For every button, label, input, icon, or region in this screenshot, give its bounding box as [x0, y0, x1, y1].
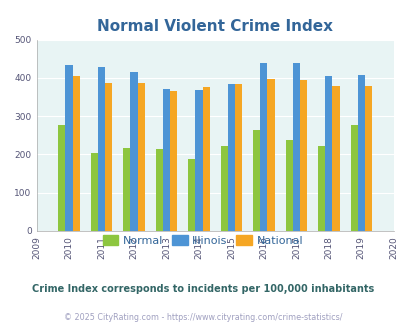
Bar: [123, 148, 130, 231]
Bar: [253, 130, 260, 231]
Legend: Normal, Illinois, National: Normal, Illinois, National: [98, 231, 307, 250]
Bar: [364, 86, 371, 231]
Bar: [292, 63, 299, 231]
Bar: [350, 125, 357, 231]
Bar: [324, 76, 332, 231]
Bar: [91, 152, 98, 231]
Bar: [170, 91, 177, 231]
Text: Crime Index corresponds to incidents per 100,000 inhabitants: Crime Index corresponds to incidents per…: [32, 284, 373, 294]
Bar: [58, 125, 65, 231]
Bar: [299, 80, 306, 231]
Bar: [202, 87, 209, 231]
Bar: [162, 88, 170, 231]
Bar: [72, 76, 79, 231]
Bar: [357, 75, 364, 231]
Bar: [260, 63, 267, 231]
Bar: [220, 147, 227, 231]
Bar: [65, 65, 72, 231]
Bar: [227, 84, 234, 231]
Title: Normal Violent Crime Index: Normal Violent Crime Index: [97, 19, 333, 34]
Bar: [156, 149, 162, 231]
Bar: [130, 72, 137, 231]
Bar: [285, 140, 292, 231]
Bar: [195, 90, 202, 231]
Bar: [188, 159, 195, 231]
Bar: [98, 67, 105, 231]
Bar: [267, 79, 274, 231]
Bar: [332, 86, 339, 231]
Bar: [137, 83, 144, 231]
Bar: [105, 83, 112, 231]
Text: © 2025 CityRating.com - https://www.cityrating.com/crime-statistics/: © 2025 CityRating.com - https://www.city…: [64, 313, 341, 322]
Bar: [234, 84, 241, 231]
Bar: [318, 147, 324, 231]
